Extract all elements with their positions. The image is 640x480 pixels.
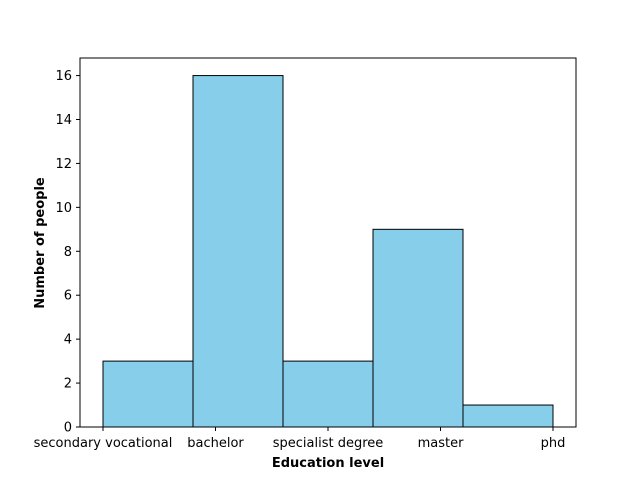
x-axis-label: Education level (272, 456, 384, 471)
y-tick-label: 6 (64, 289, 72, 304)
y-tick-label: 0 (64, 421, 72, 436)
y-tick-label: 16 (55, 69, 72, 84)
bars-layer (102, 75, 554, 428)
bar-bachelor (192, 75, 284, 428)
y-axis-label: Number of people (33, 177, 48, 309)
x-tick-label: phd (541, 436, 566, 451)
x-tick-label: specialist degree (273, 436, 384, 451)
y-tick-label: 4 (64, 333, 72, 348)
x-tick-label: secondary vocational (34, 436, 173, 451)
bar-phd (462, 404, 554, 428)
x-tick-label: bachelor (187, 436, 244, 451)
y-axis-ticks: 0 2 4 6 8 10 12 14 16 (55, 69, 80, 436)
x-axis-ticks: secondary vocational bachelor specialist d… (34, 427, 566, 451)
bar-secondary-vocational (102, 360, 194, 428)
y-tick-label: 10 (55, 201, 72, 216)
y-tick-label: 2 (64, 377, 72, 392)
bar-specialist-degree (282, 360, 374, 428)
y-tick-label: 8 (64, 245, 72, 260)
bar-master (372, 228, 464, 428)
y-tick-label: 12 (55, 157, 72, 172)
y-tick-label: 14 (55, 113, 72, 128)
x-tick-label: master (418, 436, 464, 451)
plot-frame (79, 57, 577, 428)
